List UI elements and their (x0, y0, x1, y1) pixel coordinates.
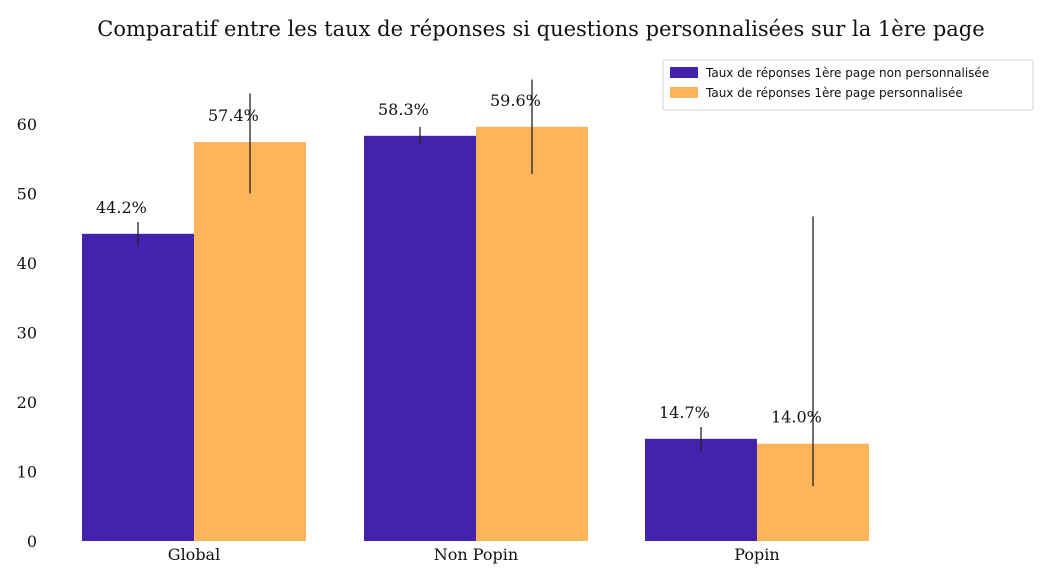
y-tick-label: 60 (17, 115, 37, 134)
bar (194, 142, 306, 541)
data-label: 44.2% (96, 198, 147, 217)
y-tick-label: 50 (17, 185, 37, 204)
data-label: 58.3% (378, 100, 429, 119)
data-label: 14.7% (659, 403, 710, 422)
y-tick-label: 30 (17, 324, 37, 343)
bar (476, 126, 588, 541)
x-category-label: Non Popin (434, 545, 518, 564)
bars-group (82, 126, 869, 541)
x-axis-categories: Global Non Popin Popin (168, 545, 780, 564)
legend-frame (662, 59, 1034, 111)
y-axis-ticks: 0 10 20 30 40 50 60 (17, 115, 37, 551)
legend-entry: Taux de réponses 1ère page personnalisée (705, 86, 963, 100)
data-label: 59.6% (490, 91, 541, 110)
bar (82, 233, 194, 541)
legend: Taux de réponses 1ère page non personnal… (662, 59, 1034, 111)
bar (364, 135, 476, 541)
error-bars-group (137, 79, 814, 487)
y-tick-label: 20 (17, 393, 37, 412)
legend-entry: Taux de réponses 1ère page non personnal… (705, 66, 989, 80)
y-tick-label: 0 (27, 532, 37, 551)
data-labels-group: 44.2% 58.3% 14.7% 57.4% 59.6% 14.0% (96, 91, 822, 427)
legend-swatch (670, 67, 698, 78)
y-tick-label: 10 (17, 463, 37, 482)
x-category-label: Popin (734, 545, 779, 564)
data-label: 14.0% (771, 408, 822, 427)
legend-swatch (670, 87, 698, 98)
chart-title: Comparatif entre les taux de réponses si… (97, 17, 984, 41)
data-label: 57.4% (208, 106, 259, 125)
bar (645, 438, 757, 541)
y-tick-label: 40 (17, 254, 37, 273)
x-category-label: Global (168, 545, 220, 564)
